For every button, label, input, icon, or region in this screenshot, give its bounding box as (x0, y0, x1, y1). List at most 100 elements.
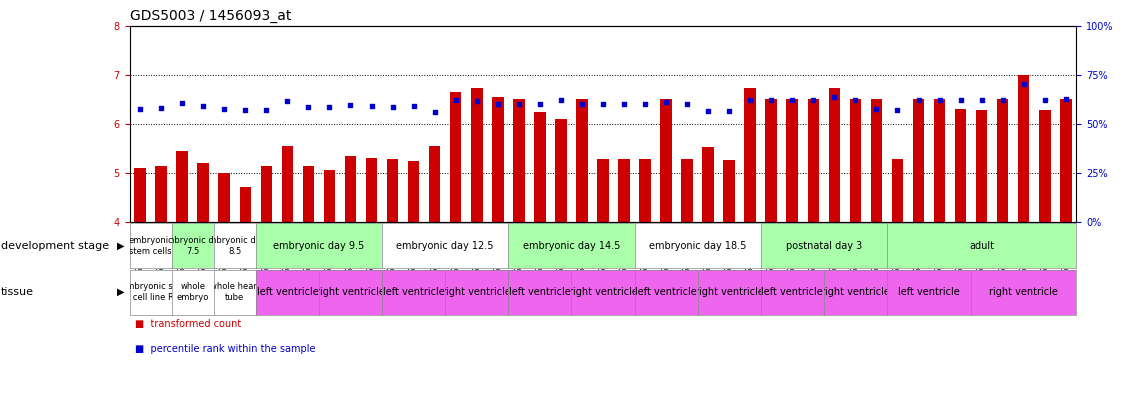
Text: tissue: tissue (1, 287, 34, 297)
Point (363, 103, 381, 109)
Text: embryonic ste
m cell line R1: embryonic ste m cell line R1 (121, 283, 180, 302)
Text: right ventricle: right ventricle (820, 287, 890, 297)
Bar (323, 171, 335, 222)
Point (131, 106, 149, 112)
Bar (156, 165, 167, 222)
Text: postnatal day 3: postnatal day 3 (786, 241, 862, 251)
Text: embryonic day 14.5: embryonic day 14.5 (523, 241, 620, 251)
Text: right ventricle: right ventricle (316, 287, 385, 297)
Point (194, 103, 212, 109)
Point (973, 97, 991, 103)
Bar (745, 88, 756, 222)
Bar (871, 99, 882, 222)
Text: right ventricle: right ventricle (694, 287, 764, 297)
Text: GDS5003 / 1456093_at: GDS5003 / 1456093_at (130, 9, 291, 23)
Point (846, 97, 864, 103)
Bar (303, 165, 314, 222)
Point (300, 104, 318, 110)
Bar (597, 159, 609, 222)
Bar (240, 187, 251, 222)
Bar (850, 99, 861, 222)
Text: embryonic day
7.5: embryonic day 7.5 (161, 236, 224, 255)
Text: left ventricle: left ventricle (636, 287, 696, 297)
Bar (913, 99, 924, 222)
Bar (765, 99, 777, 222)
Point (341, 102, 360, 108)
Point (552, 97, 570, 103)
Bar (955, 109, 966, 222)
Bar (556, 119, 567, 222)
Bar (197, 163, 208, 222)
Point (174, 100, 192, 106)
Point (383, 103, 401, 110)
Point (509, 101, 527, 107)
Point (257, 107, 275, 113)
Bar (997, 99, 1009, 222)
Bar (345, 156, 356, 222)
Text: ■  transformed count: ■ transformed count (135, 319, 241, 329)
Bar (576, 99, 587, 222)
Text: embryonic day 9.5: embryonic day 9.5 (274, 241, 364, 251)
Bar (1039, 110, 1050, 222)
Text: whole
embryo: whole embryo (177, 283, 208, 302)
Point (405, 103, 423, 109)
Point (278, 98, 296, 104)
Text: left ventricle: left ventricle (257, 287, 318, 297)
Point (615, 101, 633, 107)
Text: right ventricle: right ventricle (568, 287, 638, 297)
Point (215, 106, 233, 112)
Point (489, 101, 507, 107)
Text: left ventricle: left ventricle (762, 287, 823, 297)
Point (699, 108, 717, 114)
Point (1057, 96, 1075, 102)
Point (678, 101, 696, 107)
Text: embryonic day 18.5: embryonic day 18.5 (649, 241, 746, 251)
Text: ■  percentile rank within the sample: ■ percentile rank within the sample (135, 344, 316, 354)
Point (742, 97, 760, 103)
Bar (429, 146, 441, 222)
Point (657, 99, 675, 105)
Bar (934, 99, 946, 222)
Point (994, 97, 1012, 103)
Point (805, 97, 823, 103)
Bar (513, 99, 524, 222)
Bar (724, 160, 735, 222)
Text: ▶: ▶ (116, 241, 124, 251)
Bar (177, 151, 188, 222)
Bar (891, 159, 903, 222)
Point (868, 106, 886, 112)
Point (931, 97, 949, 103)
Text: right ventricle: right ventricle (442, 287, 512, 297)
Point (468, 98, 486, 104)
Point (720, 108, 738, 114)
Bar (492, 97, 504, 222)
Bar (219, 173, 230, 222)
Bar (1061, 99, 1072, 222)
Bar (282, 146, 293, 222)
Bar (450, 92, 461, 222)
Bar (976, 110, 987, 222)
Point (762, 97, 780, 103)
Text: left ventricle: left ventricle (898, 287, 960, 297)
Bar (828, 88, 840, 222)
Point (426, 109, 444, 115)
Bar (702, 147, 713, 222)
Point (573, 101, 591, 107)
Point (152, 105, 170, 112)
Text: left ventricle: left ventricle (509, 287, 570, 297)
Text: right ventricle: right ventricle (990, 287, 1058, 297)
Point (446, 97, 464, 103)
Point (594, 101, 612, 107)
Bar (366, 158, 378, 222)
Text: left ventricle: left ventricle (383, 287, 444, 297)
Bar (787, 99, 798, 222)
Text: embryonic day
8.5: embryonic day 8.5 (203, 236, 266, 255)
Bar (387, 159, 398, 222)
Bar (808, 99, 819, 222)
Text: adult: adult (969, 241, 994, 251)
Bar (471, 88, 482, 222)
Bar (408, 161, 419, 222)
Bar (534, 112, 545, 222)
Point (825, 94, 843, 100)
Bar (682, 159, 693, 222)
